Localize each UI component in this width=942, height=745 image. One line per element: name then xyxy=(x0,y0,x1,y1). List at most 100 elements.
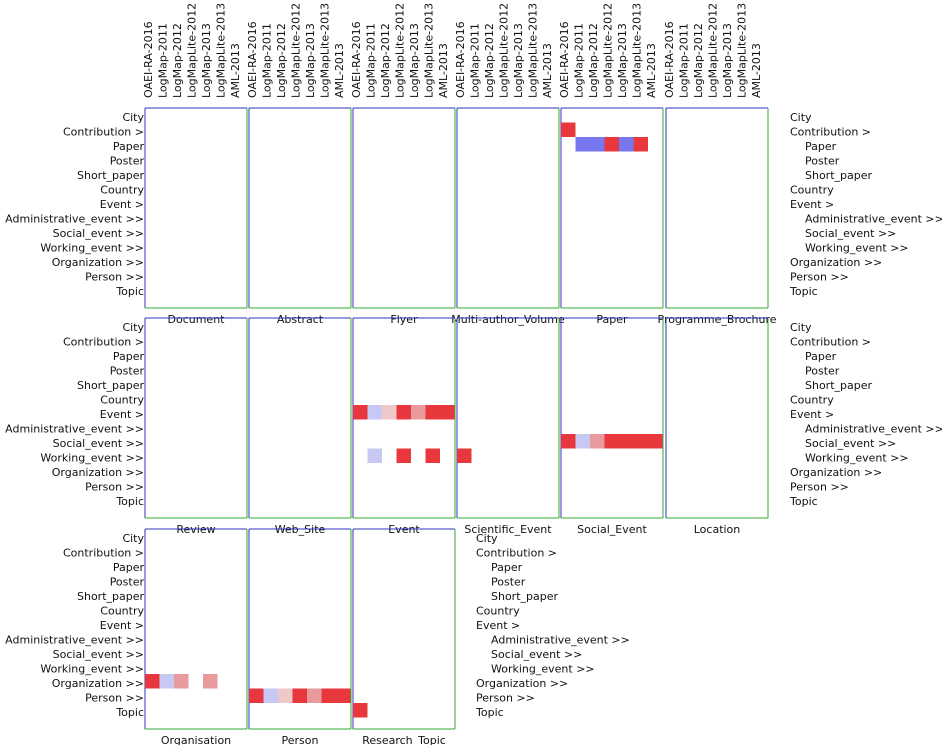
row-label: Contribution > xyxy=(790,336,871,349)
heatmap-cell xyxy=(440,405,455,420)
system-tick-label: LogMap-2012 xyxy=(483,23,496,98)
panel-title: Paper xyxy=(596,313,628,326)
system-tick-label: AML-2013 xyxy=(645,43,658,98)
row-label: Event > xyxy=(476,619,520,632)
row-label: Organization >> xyxy=(790,466,882,479)
row-label: City xyxy=(476,532,498,545)
row-label: Short_paper xyxy=(491,590,558,603)
row-label: Paper xyxy=(113,561,145,574)
system-tick-label: LogMap-2012 xyxy=(275,23,288,98)
row-label: Topic xyxy=(789,285,818,298)
row-label: Organization >> xyxy=(790,256,882,269)
system-tick-label: LogMapLite-2013 xyxy=(215,3,228,98)
heatmap-cell xyxy=(367,405,382,420)
row-label: Social_event >> xyxy=(805,227,896,240)
heatmap-cell xyxy=(561,434,576,449)
row-label: Social_event >> xyxy=(491,648,582,661)
heatmap-cell xyxy=(321,688,336,703)
system-tick-label: OAEI-RA-2016 xyxy=(350,21,363,98)
row-label: Organization >> xyxy=(476,677,568,690)
row-label: Poster xyxy=(110,576,145,589)
system-tick-label: OAEI-RA-2016 xyxy=(663,21,676,98)
system-tick-label: AML-2013 xyxy=(541,43,554,98)
row-label: City xyxy=(790,111,812,124)
system-tick-label: LogMapLite-2013 xyxy=(423,3,436,98)
system-tick-label: OAEI-RA-2016 xyxy=(558,21,571,98)
row-label: Topic xyxy=(789,495,818,508)
system-tick-label: LogMap-2013 xyxy=(408,23,421,98)
system-tick-label: OAEI-RA-2016 xyxy=(246,21,259,98)
row-label: Short_paper xyxy=(805,379,872,392)
panel-title: Research_Topic xyxy=(362,734,446,745)
row-label: Contribution > xyxy=(63,126,144,139)
system-tick-label: LogMapLite-2013 xyxy=(736,3,749,98)
system-tick-label: LogMap-2012 xyxy=(692,23,705,98)
heatmap-cell xyxy=(457,448,472,463)
system-tick-label: AML-2013 xyxy=(333,43,346,98)
row-label: Paper xyxy=(113,140,145,153)
row-label: Paper xyxy=(805,350,837,363)
row-label: Country xyxy=(476,605,520,618)
row-label: Poster xyxy=(491,576,526,589)
row-label: Poster xyxy=(110,155,145,168)
row-label: Person >> xyxy=(790,481,849,494)
row-label: City xyxy=(122,321,144,334)
row-label: Administrative_event >> xyxy=(805,423,942,436)
row-label: Organization >> xyxy=(52,466,144,479)
row-label: Social_event >> xyxy=(53,648,144,661)
heatmap-cell xyxy=(575,137,590,152)
heatmap-cell xyxy=(575,434,590,449)
row-label: Contribution > xyxy=(63,336,144,349)
system-tick-label: LogMapLite-2013 xyxy=(527,3,540,98)
heatmap-cell xyxy=(353,405,368,420)
row-label: Country xyxy=(790,184,834,197)
row-label: Poster xyxy=(805,365,840,378)
row-label: Event > xyxy=(100,619,144,632)
row-label: City xyxy=(122,532,144,545)
system-tick-label: LogMap-2013 xyxy=(616,23,629,98)
row-label: Working_event >> xyxy=(491,663,595,676)
row-label: Contribution > xyxy=(476,547,557,560)
row-label: Event > xyxy=(790,198,834,211)
row-label: City xyxy=(790,321,812,334)
heatmap-cell xyxy=(292,688,307,703)
row-label: Administrative_event >> xyxy=(805,213,942,226)
system-tick-label: LogMap-2012 xyxy=(379,23,392,98)
system-tick-label: LogMap-2013 xyxy=(512,23,525,98)
row-label: Paper xyxy=(491,561,523,574)
row-label: Short_paper xyxy=(77,169,144,182)
system-tick-label: LogMap-2011 xyxy=(365,23,378,98)
heatmap-cell xyxy=(249,688,264,703)
system-tick-label: LogMap-2011 xyxy=(469,23,482,98)
system-tick-label: LogMap-2011 xyxy=(573,23,586,98)
system-tick-label: LogMapLite-2012 xyxy=(394,3,407,98)
heatmap-cell xyxy=(159,674,174,689)
system-tick-label: LogMapLite-2012 xyxy=(707,3,720,98)
system-tick-label: LogMap-2012 xyxy=(587,23,600,98)
system-tick-label: AML-2013 xyxy=(750,43,763,98)
row-label: Topic xyxy=(115,285,144,298)
heatmap-cell xyxy=(590,434,605,449)
row-label: Country xyxy=(790,394,834,407)
system-tick-label: OAEI-RA-2016 xyxy=(454,21,467,98)
system-tick-label: LogMapLite-2012 xyxy=(602,3,615,98)
row-label: Event > xyxy=(100,198,144,211)
row-label: Country xyxy=(100,394,144,407)
panel-title: Social_Event xyxy=(577,523,647,536)
row-label: Poster xyxy=(805,155,840,168)
heatmap-cell xyxy=(367,448,382,463)
row-label: Social_event >> xyxy=(53,437,144,450)
row-label: Working_event >> xyxy=(40,242,144,255)
row-label: Administrative_event >> xyxy=(5,213,144,226)
row-label: Administrative_event >> xyxy=(5,423,144,436)
heatmap-cell xyxy=(425,405,440,420)
row-label: Working_event >> xyxy=(40,452,144,465)
system-tick-label: LogMap-2011 xyxy=(157,23,170,98)
system-tick-label: LogMapLite-2012 xyxy=(186,3,199,98)
row-label: Person >> xyxy=(476,692,535,705)
heatmap-cell xyxy=(619,137,634,152)
panel-title: Scientific_Event xyxy=(464,523,552,536)
panel-title: Organisation xyxy=(161,734,231,745)
row-label: Person >> xyxy=(85,481,144,494)
